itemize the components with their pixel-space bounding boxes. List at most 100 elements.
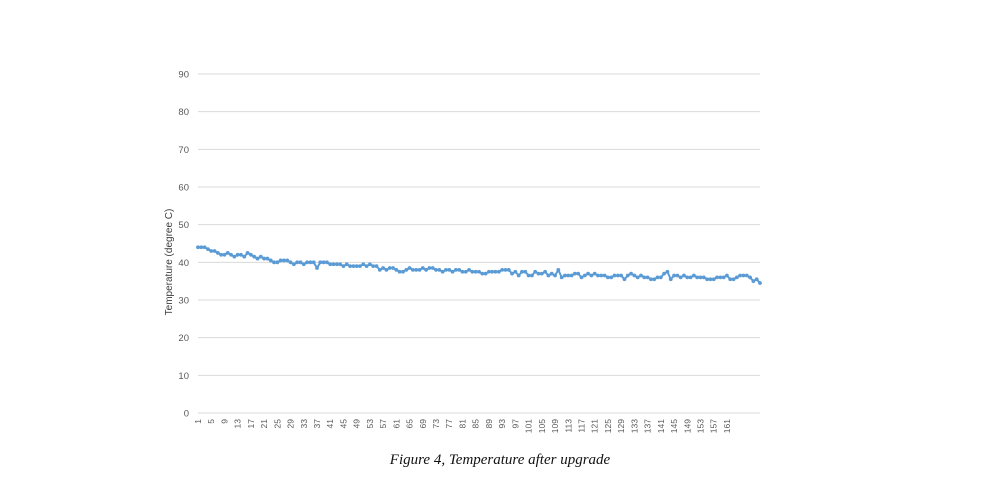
data-point [239,252,243,257]
data-point [649,277,653,282]
x-tick-label: 157 [709,419,719,433]
data-point [364,264,369,268]
data-point [348,264,352,268]
data-point [586,271,590,276]
data-point [715,275,719,280]
x-tick-label: 109 [550,419,560,433]
data-point [354,264,359,268]
data-point [619,273,624,278]
data-point [493,269,498,274]
data-point [662,271,667,276]
data-point [675,273,680,278]
data-point [377,267,382,272]
data-point [658,275,663,280]
data-point [291,262,296,267]
data-point [252,254,257,259]
data-point [751,279,756,284]
data-point [229,252,233,257]
data-point [344,262,349,267]
x-tick-label: 85 [471,419,481,429]
data-point [625,273,630,278]
data-point [566,273,571,278]
data-point [533,269,538,274]
data-point [325,260,329,265]
data-point [331,262,336,267]
data-point [556,267,561,272]
data-point [265,256,270,261]
data-point [301,262,306,267]
data-point [318,260,323,265]
data-point [444,267,448,272]
data-point [245,251,250,255]
data-point [682,273,686,278]
data-point [282,258,286,263]
data-point [645,275,650,280]
x-tick-label: 53 [365,419,375,429]
x-tick-label: 137 [643,419,653,433]
y-tick-label: 20 [178,333,189,344]
data-point [665,269,670,274]
data-point [278,258,283,263]
data-point [209,249,214,253]
data-point [652,277,657,282]
y-tick-label: 50 [178,220,189,231]
x-tick-label: 57 [378,419,388,429]
data-point [368,262,372,267]
data-point [758,281,762,285]
data-point [447,267,452,272]
data-point [334,262,339,267]
data-point [526,273,531,278]
data-point [328,262,333,267]
data-point [351,264,356,268]
data-point [582,273,587,278]
x-tick-label: 133 [629,419,639,433]
data-point [268,258,273,263]
data-point [553,273,557,278]
data-point [490,269,495,274]
data-point [358,264,362,268]
data-point [596,273,600,278]
data-point [235,252,240,257]
data-point [635,275,640,280]
data-point [701,275,706,280]
x-tick-label: 45 [338,419,348,429]
data-point [311,260,316,265]
data-point [695,275,700,280]
data-point [589,273,594,278]
x-tick-label: 1 [193,419,203,424]
series-line [198,246,761,284]
data-point [734,275,739,280]
data-point [731,277,736,282]
data-point [225,251,230,255]
data-point [599,273,604,278]
data-point [384,267,389,272]
data-point [642,275,647,280]
data-point [615,273,620,278]
x-tick-label: 89 [484,419,494,429]
data-point [678,275,683,280]
data-point [500,267,505,272]
data-point [222,252,227,257]
data-point [450,269,455,274]
data-point [298,260,303,265]
x-tick-label: 145 [669,419,679,433]
x-tick-label: 69 [418,419,428,429]
data-point [718,275,723,280]
data-point [473,269,478,274]
data-point [232,254,237,259]
data-point [212,249,217,253]
x-tick-label: 49 [352,419,362,429]
data-point [569,273,574,278]
x-tick-label: 5 [206,419,216,424]
x-tick-label: 41 [325,419,335,429]
data-point [424,267,429,272]
x-tick-label: 81 [457,419,467,429]
data-point [437,267,442,272]
data-point [721,275,726,280]
data-point [572,271,577,276]
data-point [470,269,475,274]
data-point [477,269,481,274]
data-point [503,267,508,272]
data-point [741,273,746,278]
x-axis-ticks: 1 5 9 13 17 21 25 29 33 37 41 45 49 53 57 61 65 69 73 77 81 8… [193,419,732,433]
